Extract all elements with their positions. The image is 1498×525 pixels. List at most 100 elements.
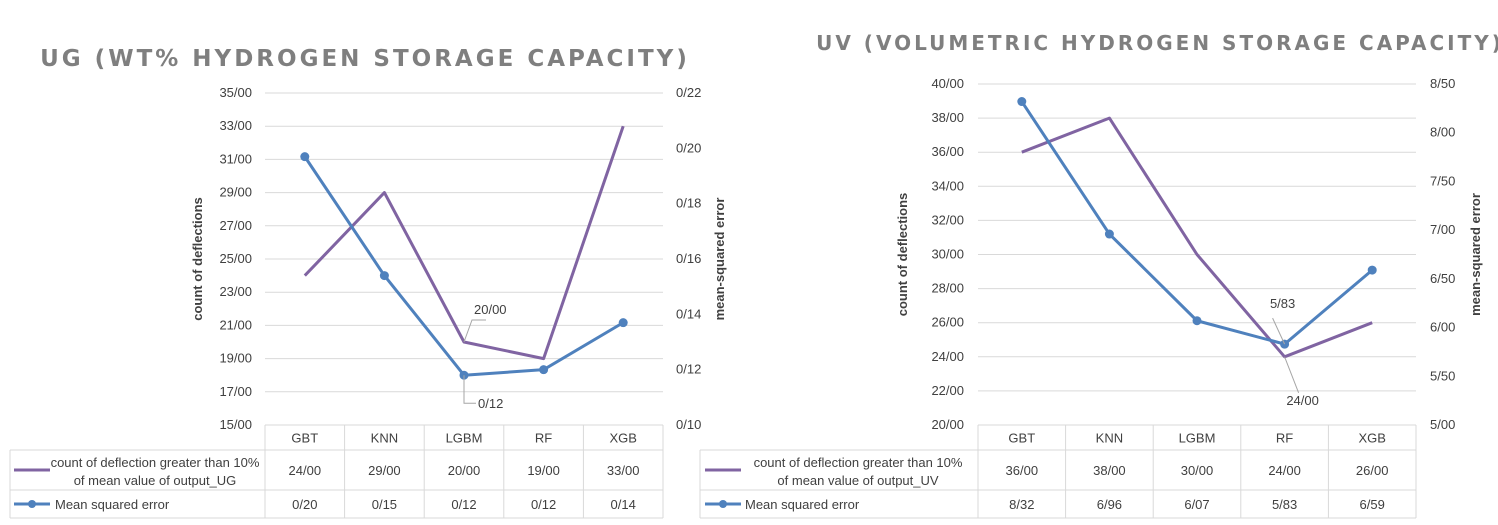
right-tick-label: 0/14 — [676, 306, 701, 321]
chart-ug: UG (WT% HYDROGEN STORAGE CAPACITY) 15/00 1… — [9, 46, 727, 519]
left-tick-label: 33/00 — [219, 118, 252, 133]
category-label: RF — [535, 431, 552, 446]
table-cell-value: 33/00 — [607, 463, 640, 478]
left-tick-label: 27/00 — [219, 218, 252, 233]
series-line-mse — [1020, 100, 1374, 346]
data-point-mse — [1017, 97, 1027, 107]
legend-label-count: of mean value of output_UV — [777, 473, 938, 488]
right-tick-label: 0/16 — [676, 251, 701, 266]
table-cell-value: 30/00 — [1181, 463, 1214, 478]
table-cell-value: 6/59 — [1360, 497, 1385, 512]
left-tick-label: 24/00 — [931, 349, 964, 364]
left-tick-label: 31/00 — [219, 151, 252, 166]
left-tick-label: 20/00 — [931, 417, 964, 432]
right-tick-label: 0/20 — [676, 140, 701, 155]
chart-title: UG (WT% HYDROGEN STORAGE CAPACITY) — [40, 46, 690, 72]
left-tick-label: 21/00 — [219, 317, 252, 332]
table-cell-value: 36/00 — [1006, 463, 1039, 478]
annotation-leader — [463, 319, 486, 343]
legend-label-count: of mean value of output_UG — [74, 473, 237, 488]
right-tick-label: 6/50 — [1430, 271, 1455, 286]
table-cell-value: 26/00 — [1356, 463, 1389, 478]
table-cell-value: 20/00 — [448, 463, 481, 478]
chart-title: UV (VOLUMETRIC HYDROGEN STORAGE CAPACITY… — [816, 31, 1498, 55]
table-cell-value: 0/12 — [531, 497, 556, 512]
y2-axis-title: mean-squared error — [1468, 193, 1483, 316]
category-label: GBT — [1008, 431, 1035, 446]
data-label-annotation: 24/00 — [1286, 393, 1319, 408]
right-tick-label: 5/00 — [1430, 417, 1455, 432]
left-tick-label: 40/00 — [931, 76, 964, 91]
series-line-count — [303, 125, 625, 361]
right-tick-label: 8/50 — [1430, 76, 1455, 91]
category-label: KNN — [371, 431, 398, 446]
left-tick-label: 26/00 — [931, 315, 964, 330]
legend-label-count: count of deflection greater than 10% — [51, 455, 260, 470]
left-tick-label: 29/00 — [219, 185, 252, 200]
table-cell-value: 19/00 — [527, 463, 560, 478]
table-cell-value: 5/83 — [1272, 497, 1297, 512]
legend-label-count: count of deflection greater than 10% — [754, 455, 963, 470]
data-point-mse — [618, 318, 628, 328]
left-tick-label: 25/00 — [219, 251, 252, 266]
left-tick-label: 17/00 — [219, 384, 252, 399]
category-label: XGB — [609, 431, 636, 446]
category-label: LGBM — [446, 431, 483, 446]
right-tick-label: 0/22 — [676, 85, 701, 100]
left-tick-label: 15/00 — [219, 417, 252, 432]
data-point-mse — [1192, 316, 1202, 326]
data-label-annotation: 5/83 — [1270, 296, 1295, 311]
legend-label-mse: Mean squared error — [745, 497, 860, 512]
annotation-leader — [463, 375, 476, 404]
right-tick-label: 5/50 — [1430, 368, 1455, 383]
table-cell-value: 0/20 — [292, 497, 317, 512]
left-tick-label: 38/00 — [931, 110, 964, 125]
left-tick-label: 35/00 — [219, 85, 252, 100]
data-table: GBT KNN LGBM RF XGB 24/00 29/00 20/00 19/00 33/00… — [9, 424, 664, 519]
right-tick-label: 0/12 — [676, 362, 701, 377]
data-point-mse — [300, 152, 310, 162]
table-cell-value: 24/00 — [289, 463, 322, 478]
right-tick-label: 8/00 — [1430, 125, 1455, 140]
legend-label-mse: Mean squared error — [55, 497, 170, 512]
table-cell-value: 24/00 — [1268, 463, 1301, 478]
data-label-annotation: 0/12 — [478, 396, 503, 411]
table-cell-value: 0/12 — [451, 497, 476, 512]
annotation-leader — [1284, 356, 1300, 393]
table-cell-value: 6/07 — [1184, 497, 1209, 512]
table-cell-value: 6/96 — [1097, 497, 1122, 512]
data-point-mse — [1104, 229, 1114, 239]
legend-marker-mse — [719, 500, 727, 508]
data-table: GBT KNN LGBM RF XGB 36/00 38/00 30/00 24/00 26/00… — [699, 424, 1417, 519]
category-label: GBT — [291, 431, 318, 446]
data-point-mse — [539, 365, 549, 375]
left-tick-label: 36/00 — [931, 144, 964, 159]
right-tick-label: 7/00 — [1430, 222, 1455, 237]
category-label: RF — [1276, 431, 1293, 446]
category-label: KNN — [1096, 431, 1123, 446]
table-cell-value: 38/00 — [1093, 463, 1126, 478]
category-label: LGBM — [1179, 431, 1216, 446]
legend-marker-mse — [28, 500, 36, 508]
right-tick-label: 6/00 — [1430, 320, 1455, 335]
left-tick-label: 32/00 — [931, 212, 964, 227]
left-tick-label: 19/00 — [219, 351, 252, 366]
table-cell-value: 29/00 — [368, 463, 401, 478]
data-point-mse — [379, 271, 389, 281]
series-line-count — [1021, 116, 1373, 359]
chart-uv: UV (VOLUMETRIC HYDROGEN STORAGE CAPACITY… — [699, 31, 1498, 519]
y-axis-title: count of deflections — [190, 197, 205, 321]
table-cell-value: 0/15 — [372, 497, 397, 512]
left-tick-label: 22/00 — [931, 383, 964, 398]
data-point-mse — [1367, 265, 1377, 275]
left-tick-label: 28/00 — [931, 281, 964, 296]
right-tick-label: 0/10 — [676, 417, 701, 432]
y2-axis-title: mean-squared error — [712, 198, 727, 321]
table-cell-value: 0/14 — [611, 497, 636, 512]
left-tick-label: 30/00 — [931, 247, 964, 262]
left-tick-label: 34/00 — [931, 178, 964, 193]
annotation-leader — [1272, 317, 1286, 345]
data-label-annotation: 20/00 — [474, 302, 507, 317]
category-label: XGB — [1358, 431, 1385, 446]
